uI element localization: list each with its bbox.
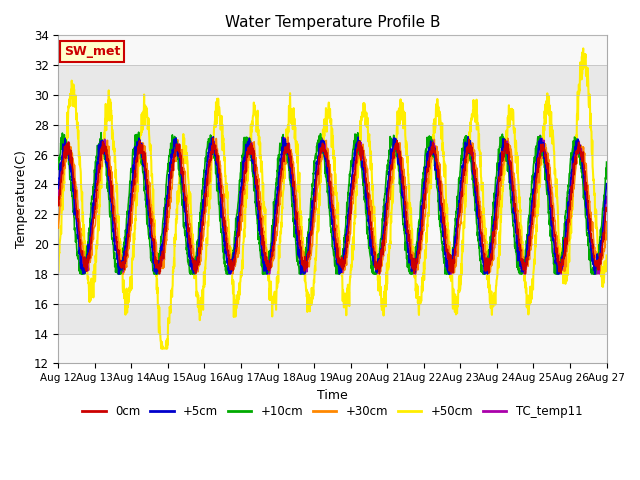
+50cm xyxy=(588,128,595,134)
+50cm xyxy=(54,269,62,275)
TC_temp11 xyxy=(54,194,62,200)
Bar xyxy=(58,155,607,184)
Bar xyxy=(58,65,607,95)
Title: Water Temperature Profile B: Water Temperature Profile B xyxy=(225,15,440,30)
+30cm xyxy=(588,216,595,222)
+30cm xyxy=(284,134,292,140)
+30cm xyxy=(321,139,329,144)
+5cm xyxy=(115,271,123,277)
+10cm xyxy=(83,248,90,253)
Line: 0cm: 0cm xyxy=(58,138,607,274)
0cm xyxy=(603,204,611,210)
TC_temp11 xyxy=(307,228,314,234)
TC_temp11 xyxy=(486,258,494,264)
+30cm xyxy=(307,252,315,258)
Bar xyxy=(58,125,607,155)
+50cm xyxy=(486,288,494,294)
Bar xyxy=(58,95,607,125)
+10cm xyxy=(486,234,494,240)
0cm xyxy=(307,228,315,234)
+30cm xyxy=(54,225,62,231)
Bar xyxy=(58,334,607,363)
+10cm xyxy=(54,165,62,170)
Y-axis label: Temperature(C): Temperature(C) xyxy=(15,150,28,248)
+5cm xyxy=(321,153,329,159)
Bar xyxy=(58,274,607,304)
0cm xyxy=(209,135,217,141)
+30cm xyxy=(83,261,90,267)
+30cm xyxy=(486,266,494,272)
0cm xyxy=(54,198,62,204)
Line: TC_temp11: TC_temp11 xyxy=(58,135,607,274)
+5cm xyxy=(54,186,62,192)
+50cm xyxy=(307,295,314,301)
Bar xyxy=(58,36,607,65)
0cm xyxy=(588,231,595,237)
+10cm xyxy=(321,165,329,170)
+10cm xyxy=(587,269,595,275)
+50cm xyxy=(587,126,595,132)
X-axis label: Time: Time xyxy=(317,389,348,402)
+10cm xyxy=(135,129,143,135)
Bar xyxy=(58,214,607,244)
+5cm xyxy=(603,181,611,187)
Bar xyxy=(58,184,607,214)
+50cm xyxy=(321,123,329,129)
+5cm xyxy=(486,241,494,247)
Line: +50cm: +50cm xyxy=(58,48,607,348)
Line: +10cm: +10cm xyxy=(58,132,607,274)
Bar xyxy=(58,304,607,334)
TC_temp11 xyxy=(603,200,611,205)
+30cm xyxy=(587,210,595,216)
+5cm xyxy=(587,243,595,249)
0cm xyxy=(486,256,494,262)
+10cm xyxy=(603,159,611,165)
+50cm xyxy=(157,346,165,351)
+50cm xyxy=(579,46,587,51)
+50cm xyxy=(83,250,90,256)
+10cm xyxy=(307,198,315,204)
0cm xyxy=(321,147,329,153)
+5cm xyxy=(307,219,314,225)
TC_temp11 xyxy=(536,132,544,138)
TC_temp11 xyxy=(587,234,595,240)
0cm xyxy=(156,271,163,277)
+5cm xyxy=(588,248,595,253)
+5cm xyxy=(464,134,472,140)
+5cm xyxy=(83,261,90,266)
+10cm xyxy=(77,271,85,277)
TC_temp11 xyxy=(83,263,90,269)
+30cm xyxy=(119,271,127,277)
Bar xyxy=(58,244,607,274)
+10cm xyxy=(588,267,595,273)
+30cm xyxy=(603,219,611,225)
Line: +5cm: +5cm xyxy=(58,137,607,274)
0cm xyxy=(83,262,90,268)
Text: SW_met: SW_met xyxy=(64,45,120,58)
TC_temp11 xyxy=(321,143,329,149)
TC_temp11 xyxy=(588,246,595,252)
TC_temp11 xyxy=(264,271,272,277)
+50cm xyxy=(603,252,611,258)
0cm xyxy=(587,234,595,240)
Line: +30cm: +30cm xyxy=(58,137,607,274)
Legend: 0cm, +5cm, +10cm, +30cm, +50cm, TC_temp11: 0cm, +5cm, +10cm, +30cm, +50cm, TC_temp1… xyxy=(77,401,588,423)
